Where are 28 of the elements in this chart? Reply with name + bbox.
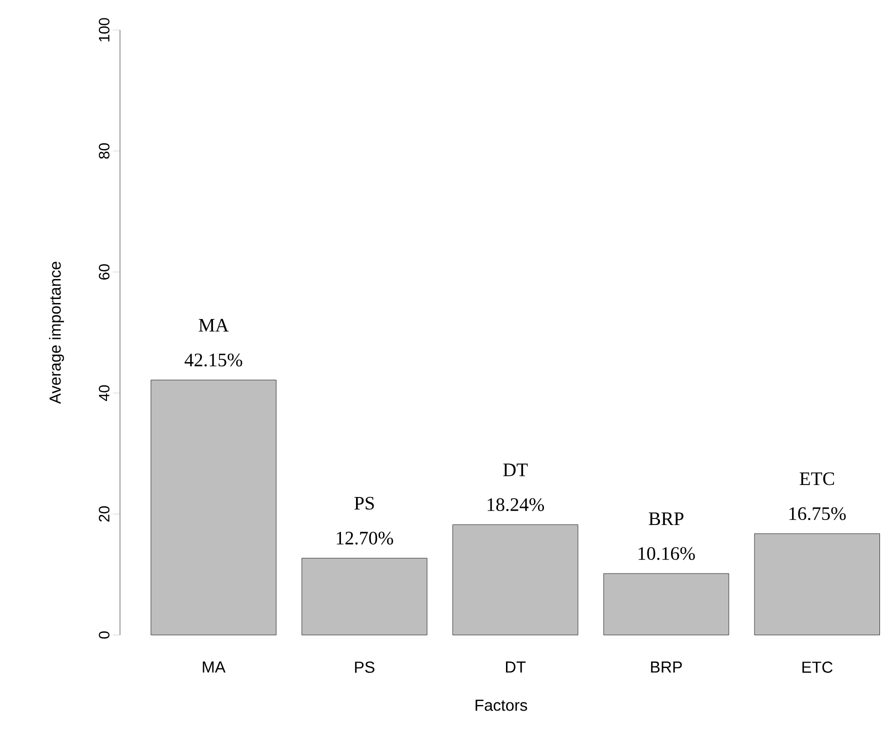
bar [754, 533, 880, 636]
annotation: DT [503, 464, 528, 476]
x-axis-title: Factors [476, 700, 528, 711]
annotation: MA [198, 318, 229, 332]
data-label: 16.75% [790, 507, 846, 520]
x-tick-label: DT [506, 662, 526, 673]
y-tick-label: 60 [98, 264, 110, 280]
data-label: 18.24% [488, 498, 544, 512]
bar [150, 380, 276, 636]
y-tick-label: 0 [98, 631, 110, 639]
annotation: BRP [648, 512, 684, 526]
annotation: PS [354, 496, 374, 510]
x-tick-label: ETC [802, 662, 833, 673]
y-tick-label: 100 [98, 18, 110, 42]
data-label: 10.16% [638, 547, 695, 560]
bar [452, 524, 578, 636]
data-label: 42.15% [184, 354, 242, 366]
data-label: 12.70% [336, 532, 394, 545]
x-tick-label: PS [355, 662, 374, 673]
x-tick-label: MA [202, 662, 226, 673]
y-tick-label: 40 [98, 385, 110, 401]
bar [302, 558, 428, 636]
y-tick-label: 80 [98, 143, 110, 159]
y-axis-title: Average importance [49, 262, 64, 404]
annotation: ETC [800, 472, 834, 486]
bar [603, 573, 730, 636]
y-tick-label: 20 [98, 506, 110, 522]
x-tick-label: BRP [651, 662, 682, 673]
